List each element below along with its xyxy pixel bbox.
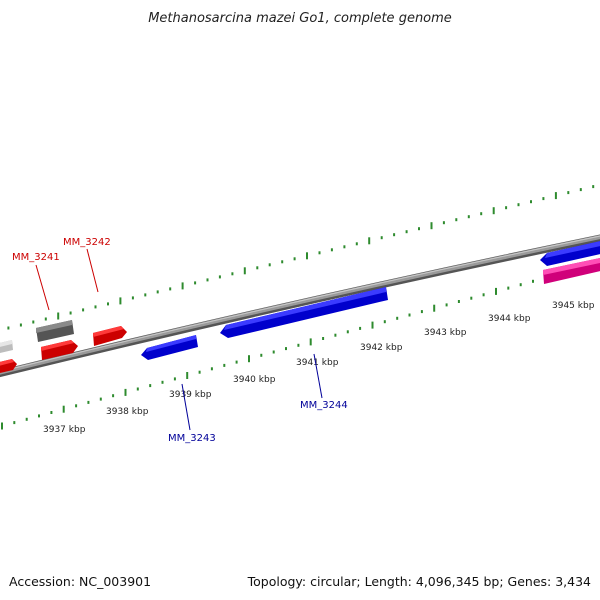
gene-blue-right[interactable] <box>540 240 600 266</box>
forward-strand-genes <box>0 320 127 374</box>
leader-mm3243 <box>181 383 191 431</box>
gene-red-far-left[interactable] <box>0 359 17 374</box>
gene-mm3242[interactable] <box>93 326 127 346</box>
reverse-strand-genes <box>141 240 600 360</box>
map-title: Methanosarcina mazei Go1, complete genom… <box>148 11 452 26</box>
kbp-label-3943: 3943 kbp <box>424 328 467 338</box>
genome-backbone <box>0 234 600 378</box>
kbp-labels: 3937 kbp 3938 kbp 3939 kbp 3940 kbp 3941… <box>43 301 595 435</box>
gene-label-mm3241[interactable]: MM_3241 <box>12 252 60 263</box>
gene-label-mm3243[interactable]: MM_3243 <box>168 433 216 444</box>
leader-mm3242 <box>86 248 99 293</box>
gene-labels: MM_3241 MM_3242 MM_3243 MM_3244 <box>12 237 348 444</box>
kbp-label-3942: 3942 kbp <box>360 343 403 353</box>
gene-mm3241[interactable] <box>36 320 74 342</box>
inner-tick-ring <box>1 263 596 430</box>
gene-pink-right[interactable] <box>543 257 600 284</box>
gene-label-mm3242[interactable]: MM_3242 <box>63 237 111 248</box>
gene-light-left[interactable] <box>0 340 13 354</box>
kbp-label-3937: 3937 kbp <box>43 425 86 435</box>
kbp-label-3940: 3940 kbp <box>233 375 276 385</box>
kbp-label-3939: 3939 kbp <box>169 390 212 400</box>
leader-mm3241 <box>35 264 50 311</box>
kbp-label-3944: 3944 kbp <box>488 314 531 324</box>
gene-label-mm3244[interactable]: MM_3244 <box>300 400 348 411</box>
outer-tick-ring <box>7 185 595 330</box>
accession-text: Accession: NC_003901 <box>9 574 151 589</box>
kbp-label-3941: 3941 kbp <box>296 358 339 368</box>
leader-mm3244 <box>313 353 323 399</box>
kbp-label-3938: 3938 kbp <box>106 407 149 417</box>
gene-red-left[interactable] <box>41 340 78 360</box>
gene-label-leaders <box>35 248 323 431</box>
gene-mm3244[interactable] <box>220 287 388 338</box>
gene-mm3243[interactable] <box>141 335 198 360</box>
kbp-label-3945: 3945 kbp <box>552 301 595 311</box>
genome-summary-text: Topology: circular; Length: 4,096,345 bp… <box>247 574 591 589</box>
